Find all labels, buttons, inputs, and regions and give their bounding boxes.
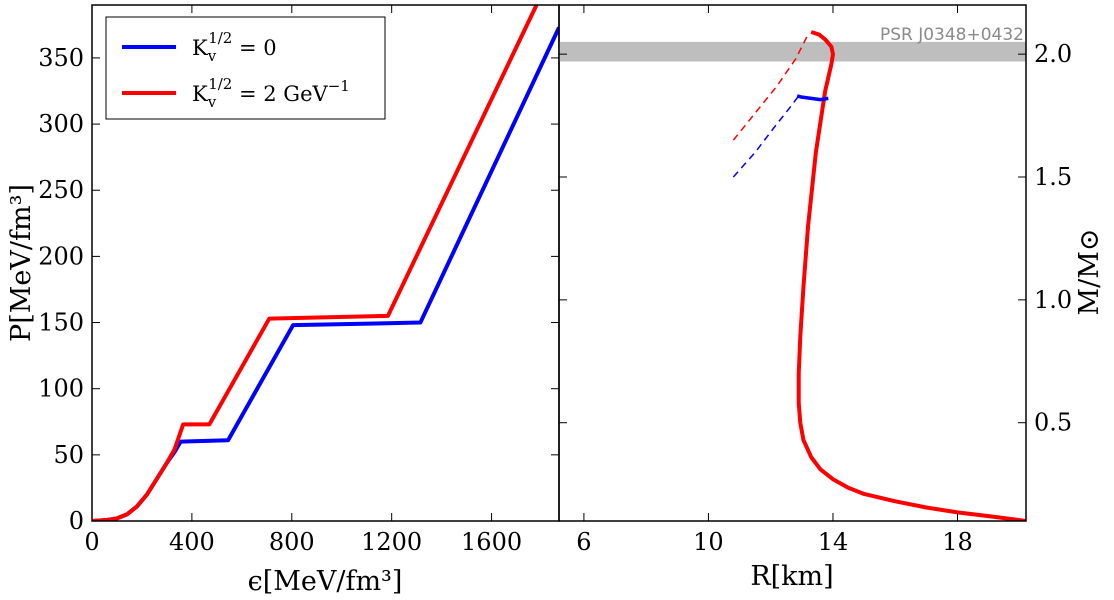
eos-ticks: 0 400 800 1200 1600 0 50 100 150 200 250 300 350 — [38, 5, 559, 556]
mr-x-tick-label: 6 — [576, 528, 591, 556]
mr-y-tick-label: 1.5 — [1034, 163, 1072, 191]
eos-x-tick-label: 400 — [169, 528, 215, 556]
eos-x-tick-label: 1200 — [361, 528, 422, 556]
mr-y-tick-label: 2.0 — [1034, 40, 1072, 68]
legend-entry-blue: Kv1/2 = 0 — [192, 29, 277, 65]
eos-x-tick-label: 1600 — [461, 528, 522, 556]
eos-y-tick-label: 200 — [38, 242, 84, 270]
mass-radius-plot-frame — [558, 4, 1027, 522]
mr-x-tick-label: 10 — [693, 528, 724, 556]
mass-radius-ticks: 6 10 14 18 0.5 1.0 1.5 2.0 — [559, 5, 1072, 556]
mr-x-tick-label: 14 — [818, 528, 849, 556]
mr-curve-blue-segment — [796, 94, 829, 102]
mr-y-tick-label: 0.5 — [1034, 409, 1072, 437]
psr-mass-band — [559, 41, 1026, 62]
eos-x-tick-label: 800 — [269, 528, 315, 556]
eos-series-line-red — [92, 5, 539, 521]
eos-y-axis-label: P[MeV/fm³] — [6, 184, 37, 342]
eos-y-tick-label: 350 — [38, 44, 84, 72]
mass-radius-x-axis-label: R[km] — [750, 561, 833, 592]
legend-entry-red: Kv1/2 = 2 GeV−1 — [192, 75, 350, 111]
eos-y-tick-label: 100 — [38, 375, 84, 403]
band-label: PSR J0348+0432 — [880, 25, 1024, 45]
eos-data-layer — [92, 5, 559, 521]
legend-frame — [105, 16, 386, 120]
mr-x-tick-label: 18 — [942, 528, 973, 556]
mr-unstable-blue-dashed — [732, 95, 800, 178]
eos-y-tick-label: 150 — [38, 309, 84, 337]
eos-y-tick-label: 250 — [38, 176, 84, 204]
mass-radius-panel: 6 10 14 18 0.5 1.0 1.5 2.0 PSR J0348+0432 R[km]… — [558, 4, 1105, 592]
mr-y-tick-label: 1.0 — [1034, 286, 1072, 314]
eos-y-tick-label: 50 — [53, 441, 84, 469]
eos-x-tick-label: 0 — [84, 528, 99, 556]
mass-radius-y-axis-label: M/M⊙ — [1074, 228, 1105, 315]
mr-curve-red — [796, 30, 1026, 521]
eos-y-tick-label: 0 — [69, 507, 84, 535]
mass-radius-data-layer — [559, 30, 1026, 521]
eos-panel: 0 400 800 1200 1600 0 50 100 150 200 250 300 350 Kv1… — [6, 4, 560, 597]
eos-y-tick-label: 300 — [38, 110, 84, 138]
legend: Kv1/2 = 0 Kv1/2 = 2 GeV−1 — [105, 16, 386, 120]
eos-x-axis-label: ϵ[MeV/fm³] — [248, 566, 403, 597]
mr-unstable-red-dashed — [732, 34, 809, 141]
